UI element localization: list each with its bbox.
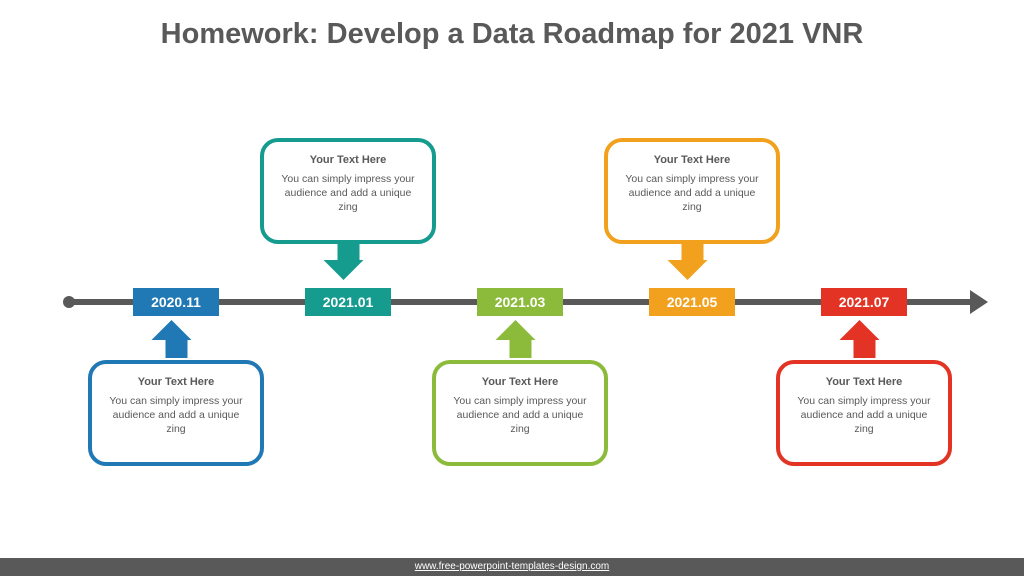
callout: Your Text Here You can simply impress you… <box>432 360 608 466</box>
footer-link[interactable]: www.free-powerpoint-templates-design.com <box>415 561 610 572</box>
callout-body: You can simply impress your audience and… <box>790 394 938 437</box>
axis-arrowhead-icon <box>970 290 988 314</box>
callout: Your Text Here You can simply impress you… <box>88 360 264 466</box>
milestone-chip: 2020.11 <box>133 288 219 316</box>
milestone-chip: 2021.01 <box>305 288 391 316</box>
callout-box: Your Text Here You can simply impress you… <box>88 360 264 466</box>
callout: Your Text Here You can simply impress you… <box>260 138 436 244</box>
milestone-chip: 2021.07 <box>821 288 907 316</box>
arrow-down-icon <box>677 242 708 280</box>
milestone-chip: 2021.03 <box>477 288 563 316</box>
callout-box: Your Text Here You can simply impress you… <box>260 138 436 244</box>
callout-heading: Your Text Here <box>274 154 422 166</box>
callout-body: You can simply impress your audience and… <box>102 394 250 437</box>
callout-box: Your Text Here You can simply impress you… <box>604 138 780 244</box>
arrow-down-icon <box>333 242 364 280</box>
slide-title: Homework: Develop a Data Roadmap for 202… <box>0 18 1024 51</box>
callout-box: Your Text Here You can simply impress you… <box>432 360 608 466</box>
arrow-up-icon <box>505 320 536 358</box>
callout-heading: Your Text Here <box>102 376 250 388</box>
callout-body: You can simply impress your audience and… <box>446 394 594 437</box>
callout: Your Text Here You can simply impress you… <box>776 360 952 466</box>
arrow-up-icon <box>161 320 192 358</box>
callout-heading: Your Text Here <box>790 376 938 388</box>
arrow-up-icon <box>849 320 880 358</box>
callout-box: Your Text Here You can simply impress you… <box>776 360 952 466</box>
slide: Homework: Develop a Data Roadmap for 202… <box>0 0 1024 576</box>
footer-bar: www.free-powerpoint-templates-design.com <box>0 558 1024 576</box>
callout-body: You can simply impress your audience and… <box>274 172 422 215</box>
callout-heading: Your Text Here <box>446 376 594 388</box>
callout-heading: Your Text Here <box>618 154 766 166</box>
callout: Your Text Here You can simply impress you… <box>604 138 780 244</box>
milestone-chip: 2021.05 <box>649 288 735 316</box>
callout-body: You can simply impress your audience and… <box>618 172 766 215</box>
